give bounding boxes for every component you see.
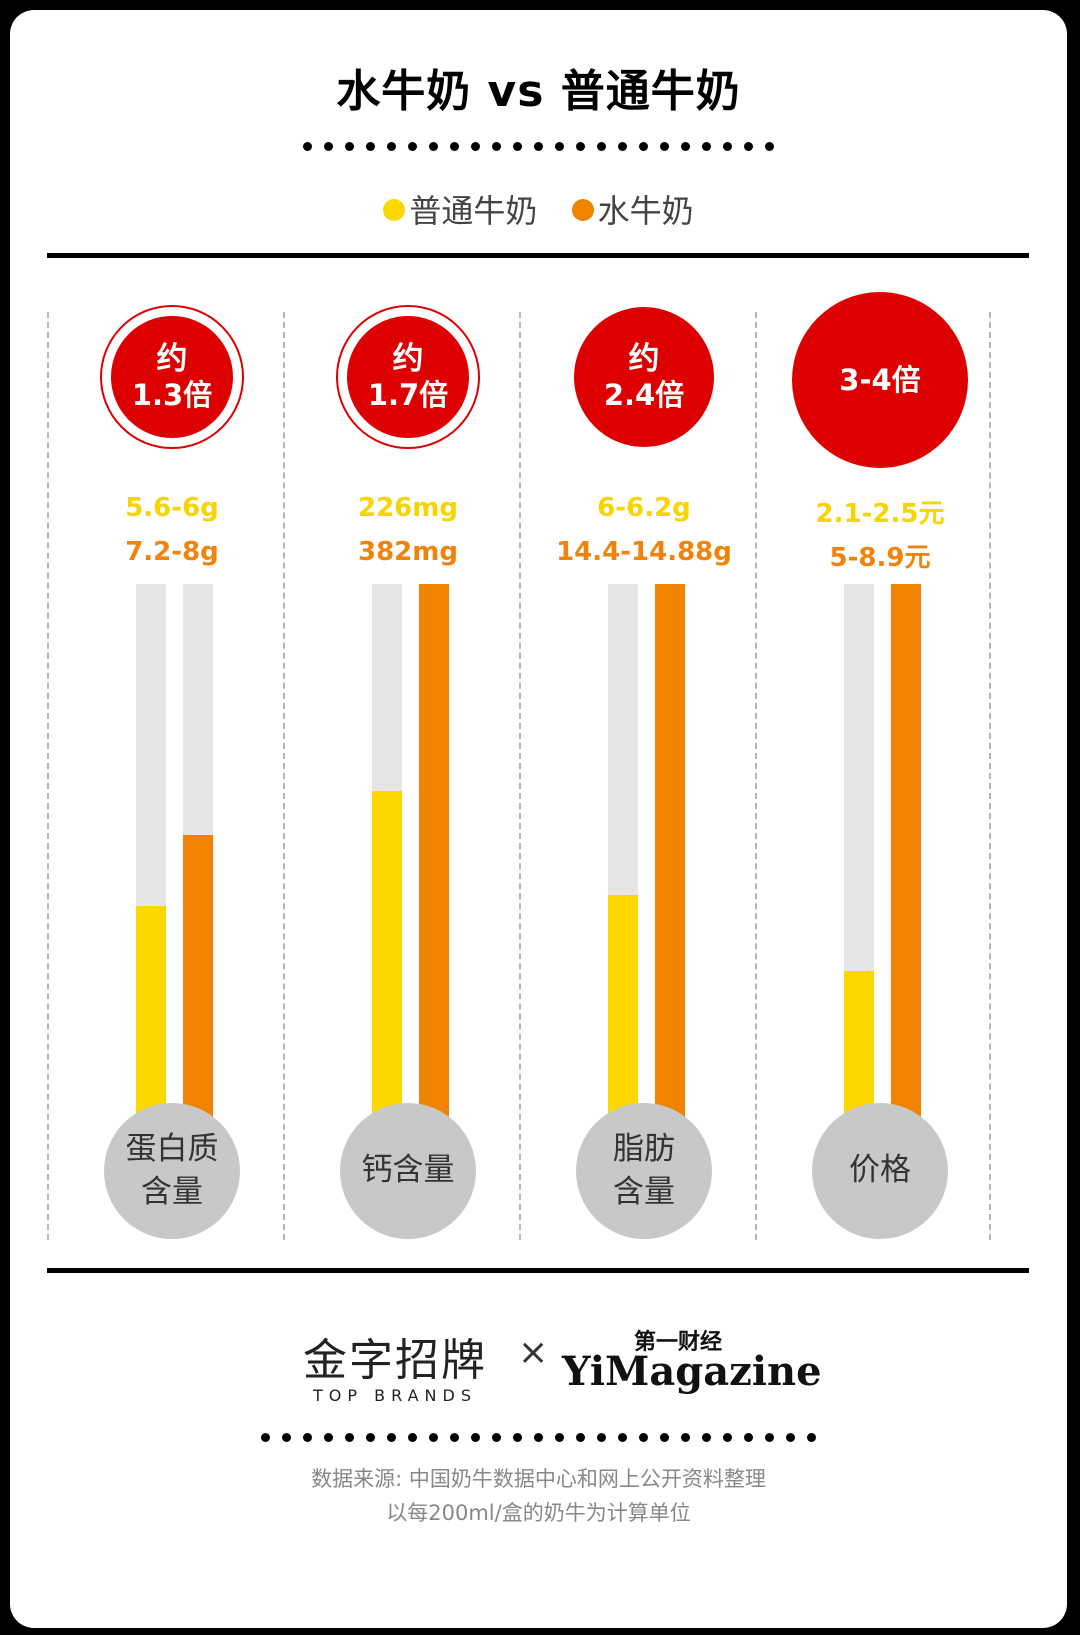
column-separator: [755, 312, 757, 1240]
chart-column: 约 1.7倍 226mg 382mg 钙含量: [285, 10, 531, 1628]
bar-track-regular: [372, 584, 402, 1129]
ratio-prefix: 约: [156, 341, 188, 377]
bar-track-buffalo: [419, 584, 449, 1129]
category-label: 钙含量: [340, 1103, 476, 1239]
bar-buffalo-milk: [419, 584, 449, 1129]
data-source-note: 数据来源: 中国奶牛数据中心和网上公开资料整理 以每200ml/盒的奶牛为计算单…: [311, 1467, 766, 1525]
divider-rule-top: [47, 253, 1029, 258]
chart-column: 约 1.3倍 5.6-6g 7.2-8g 蛋白质 含量: [49, 10, 295, 1628]
bar-regular-milk: [136, 905, 166, 1129]
bar-track-buffalo: [891, 584, 921, 1129]
category-label: 蛋白质 含量: [104, 1103, 240, 1239]
brand-logos: 金字招牌 TOP BRANDS × 第一财经 YiMagazine: [10, 1320, 1067, 1405]
column-separator: [47, 312, 49, 1240]
ratio-badge: 约 1.3倍: [100, 305, 244, 449]
legend-swatch-regular: [383, 199, 406, 221]
data-label-buffalo: 5-8.9元: [829, 543, 931, 573]
data-label-buffalo: 14.4-14.88g: [556, 537, 732, 567]
bar-track-regular: [844, 584, 874, 1129]
bar-track-regular: [136, 584, 166, 1129]
category-label: 价格: [812, 1103, 948, 1239]
dot-divider-bottom: [10, 1427, 1067, 1446]
data-label-buffalo: 382mg: [358, 537, 458, 567]
ratio-value: 2.4倍: [603, 378, 685, 413]
ratio-badge: 约 1.7倍: [336, 305, 480, 449]
bar-regular-milk: [372, 791, 402, 1129]
ratio-value: 3-4倍: [839, 362, 921, 397]
bar-regular-milk: [844, 970, 874, 1129]
ratio-badge: 3-4倍: [792, 292, 968, 468]
ratio-prefix: 约: [628, 341, 660, 377]
infographic-card: 水牛奶 vs 普通牛奶 普通牛奶 水牛奶 约 1.3倍 5.6-6g 7.2-8g 蛋白…: [10, 10, 1067, 1628]
column-separator: [283, 312, 285, 1240]
bar-buffalo-milk: [655, 584, 685, 1129]
column-separator: [989, 312, 991, 1240]
top-brands-logo: 金字招牌 TOP BRANDS: [303, 1335, 487, 1405]
bar-regular-milk: [608, 894, 638, 1129]
column-separator: [519, 312, 521, 1240]
legend-item-buffalo-milk: 水牛奶: [571, 186, 694, 232]
ratio-value: 1.7倍: [367, 378, 449, 413]
data-label-buffalo: 7.2-8g: [125, 537, 219, 567]
ratio-value: 1.3倍: [131, 378, 213, 413]
legend: 普通牛奶 水牛奶: [10, 186, 1067, 232]
times-icon: ×: [518, 1332, 549, 1373]
bar-track-regular: [608, 584, 638, 1129]
legend-swatch-buffalo: [571, 199, 594, 221]
data-label-regular: 6-6.2g: [597, 493, 691, 523]
ratio-badge: 约 2.4倍: [574, 307, 714, 447]
bar-track-buffalo: [655, 584, 685, 1129]
chart-column: 3-4倍 2.1-2.5元 5-8.9元价格: [757, 10, 1003, 1628]
data-label-regular: 226mg: [358, 493, 458, 523]
yimagazine-logo: 第一财经 YiMagazine: [562, 1330, 822, 1395]
legend-item-regular-milk: 普通牛奶: [383, 186, 537, 232]
bar-track-buffalo: [183, 584, 213, 1129]
data-label-regular: 2.1-2.5元: [815, 499, 945, 529]
data-label-regular: 5.6-6g: [125, 493, 219, 523]
category-label: 脂肪 含量: [576, 1103, 712, 1239]
ratio-prefix: 约: [392, 341, 424, 377]
bar-buffalo-milk: [891, 584, 921, 1129]
page-title: 水牛奶 vs 普通牛奶: [336, 66, 741, 117]
chart-column: 约 2.4倍 6-6.2g 14.4-14.88g 脂肪 含量: [521, 10, 767, 1628]
divider-rule-bottom: [47, 1268, 1029, 1273]
bar-buffalo-milk: [183, 834, 213, 1129]
dot-divider-top: [10, 136, 1067, 155]
